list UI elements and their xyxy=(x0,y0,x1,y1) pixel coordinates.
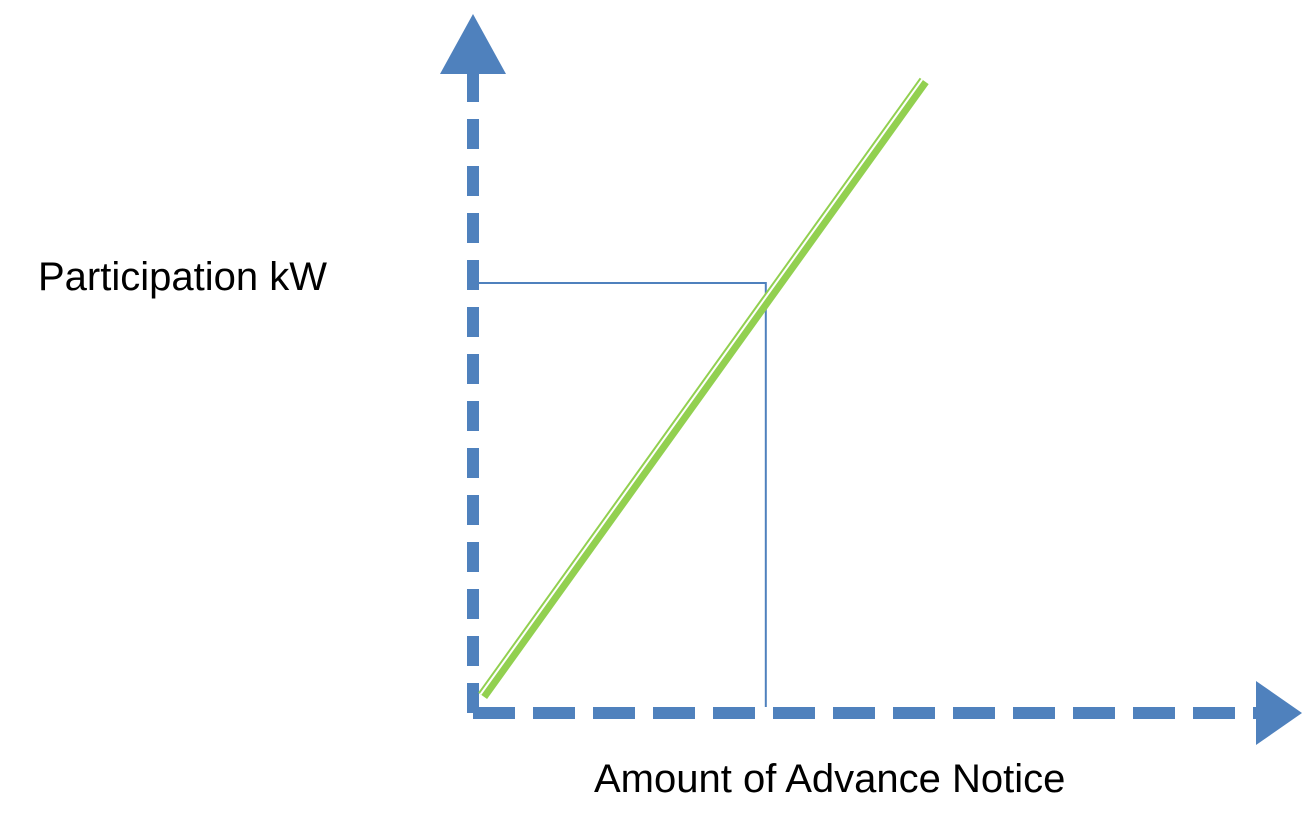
y-axis-title: Participation kW xyxy=(38,255,327,299)
x-axis-arrow-icon xyxy=(1256,681,1302,745)
x-axis-title: Amount of Advance Notice xyxy=(594,757,1065,801)
y-axis-arrow-icon xyxy=(440,14,506,74)
series-layer xyxy=(478,77,929,700)
series-line-0 xyxy=(478,77,929,700)
series-line-highlight-0 xyxy=(479,78,923,695)
reference-guide-lines xyxy=(479,282,767,707)
